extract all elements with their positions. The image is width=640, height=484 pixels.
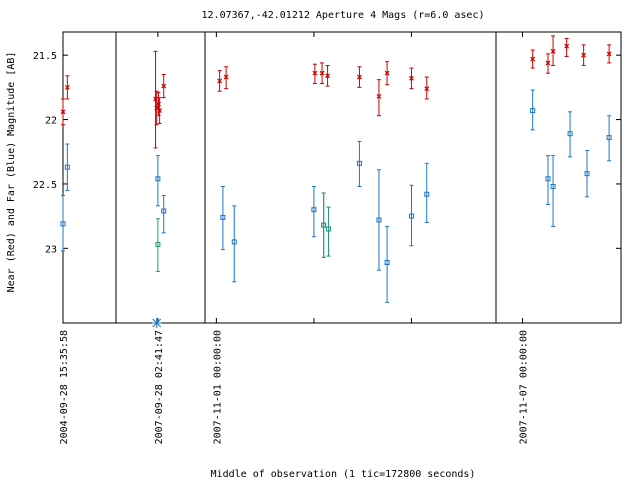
far-point	[220, 214, 226, 220]
y-axis-label: Near (Red) and Far (Blue) Magnitude [AB]	[6, 52, 17, 293]
far-point	[64, 164, 70, 170]
near-point	[60, 109, 66, 115]
near-point	[157, 108, 163, 113]
far-point	[424, 191, 430, 197]
far-point	[606, 135, 612, 141]
far-point	[155, 176, 161, 182]
far-point	[545, 176, 551, 182]
plot-area: 21.5 22 22.5 23 2004-09-28 15:35:58 2007-09-2…	[33, 31, 622, 444]
y-tick-label: 22.5	[33, 180, 57, 191]
near-point	[409, 75, 414, 81]
far-point	[356, 160, 362, 166]
near-point	[424, 86, 430, 92]
near-point	[581, 52, 587, 58]
far-point	[584, 171, 590, 177]
x-tick-label: 2004-09-28 15:35:58	[59, 330, 70, 444]
far-point	[60, 221, 66, 227]
far-point	[161, 208, 167, 214]
near-point	[217, 78, 223, 84]
chart-title: 12.07367,-42.01212 Aperture 4 Mags (r=6.…	[202, 10, 485, 21]
far-point	[311, 207, 317, 213]
x-tick-label: 2007-09-28 02:41:47	[154, 330, 165, 444]
near-point	[325, 73, 331, 79]
y-tick-label: 22	[45, 116, 57, 127]
other-point	[155, 241, 161, 247]
near-point	[384, 70, 390, 76]
near-point	[319, 70, 325, 76]
near-point	[223, 74, 229, 80]
far-point	[384, 259, 390, 265]
far-point	[567, 131, 573, 137]
x-tick-label: 2007-11-07 00:00:00	[518, 330, 529, 444]
far-point	[231, 239, 237, 245]
plot-frame	[62, 31, 622, 324]
near-point	[606, 51, 612, 57]
y-tick-label: 21.5	[33, 51, 57, 62]
limit-marker	[151, 318, 162, 328]
far-point	[530, 108, 536, 114]
near-point	[564, 43, 570, 49]
near-point	[161, 83, 167, 89]
y-tick-label: 23	[45, 244, 57, 255]
x-axis-label: Middle of observation (1 tic=172800 seco…	[211, 469, 476, 480]
far-point	[376, 217, 382, 223]
other-point	[326, 226, 332, 232]
near-point	[64, 84, 70, 90]
near-point	[530, 56, 536, 62]
near-point	[545, 60, 551, 66]
near-point	[357, 74, 362, 80]
near-point	[312, 70, 318, 76]
near-point	[550, 48, 556, 54]
far-point	[408, 213, 414, 219]
other-point	[321, 222, 327, 228]
x-tick-label: 2007-11-01 00:00:00	[212, 330, 223, 444]
far-point	[550, 184, 556, 190]
near-point	[376, 93, 382, 99]
